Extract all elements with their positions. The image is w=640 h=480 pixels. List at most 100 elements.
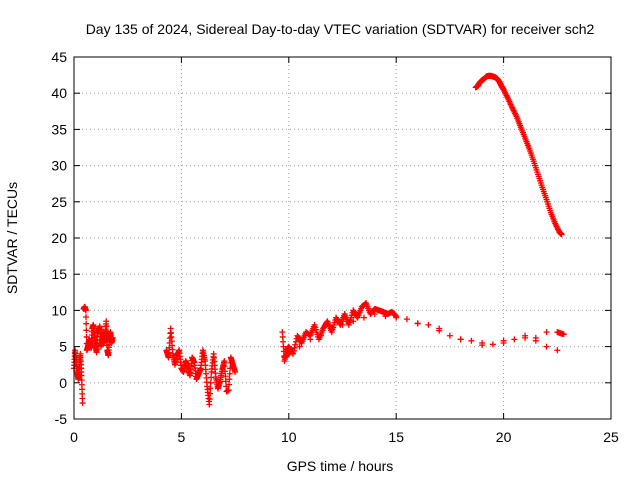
data-point-fill — [208, 374, 215, 381]
data-point-fill — [201, 356, 208, 363]
grid-lines — [74, 57, 611, 419]
data-point — [307, 336, 314, 343]
data-point-fill — [517, 122, 524, 129]
data-point — [339, 321, 346, 328]
data-point-fill — [226, 376, 233, 383]
data-point — [318, 332, 325, 339]
data-point-fill — [169, 346, 176, 353]
data-point — [543, 343, 550, 350]
series-segment-2 — [80, 303, 116, 359]
data-point — [500, 339, 507, 346]
y-tick-label: 15 — [51, 266, 67, 282]
data-point — [468, 337, 475, 344]
y-tick-label: 5 — [59, 339, 67, 355]
plot-frame — [73, 56, 612, 420]
data-point — [457, 336, 464, 343]
data-point — [511, 336, 518, 343]
data-point-fill — [207, 390, 214, 397]
data-point-fill — [512, 111, 519, 118]
data-point — [414, 320, 421, 327]
data-point-fill — [534, 169, 541, 176]
y-tick-label: 0 — [59, 375, 67, 391]
data-point-fill — [521, 133, 528, 140]
data-point-fill — [290, 347, 297, 354]
data-point — [446, 332, 453, 339]
data-point-fill — [292, 338, 299, 345]
x-tick-label: 5 — [178, 429, 186, 445]
data-point — [371, 311, 378, 318]
data-point-fill — [216, 379, 223, 386]
data-point-fill — [529, 156, 536, 163]
data-point-fill — [542, 194, 549, 201]
data-point-fill — [222, 368, 229, 375]
data-point — [425, 321, 432, 328]
data-point-fill — [225, 387, 232, 394]
series-segment-4-lower-trace — [281, 311, 561, 361]
y-tick-label: 45 — [51, 49, 67, 65]
data-point-fill — [83, 320, 90, 327]
data-point-fill — [285, 351, 292, 358]
data-point — [360, 314, 367, 321]
data-point-fill — [222, 378, 229, 385]
y-tick-label: -5 — [55, 411, 68, 427]
data-point — [532, 337, 539, 344]
y-tick-label: 25 — [51, 194, 67, 210]
data-point-fill — [226, 370, 233, 377]
data-point — [554, 347, 561, 354]
series-segment-1 — [71, 347, 86, 407]
series-segment-4 — [279, 300, 567, 365]
data-point-fill — [319, 327, 326, 334]
data-point-fill — [197, 366, 204, 373]
data-point — [479, 342, 486, 349]
data-point-fill — [538, 182, 545, 189]
data-point-fill — [82, 314, 89, 321]
data-point-fill — [212, 370, 219, 377]
data-point — [543, 329, 550, 336]
data-point — [296, 343, 303, 350]
data-points — [71, 72, 567, 408]
data-point-fill — [551, 218, 558, 225]
x-axis-label: GPS time / hours — [287, 458, 394, 474]
data-point-fill — [226, 381, 233, 388]
y-axis-label: SDTVAR / TECUs — [4, 182, 20, 294]
chart-title: Day 135 of 2024, Sidereal Day-to-day VTE… — [86, 21, 595, 37]
data-point-fill — [180, 368, 187, 375]
data-point-fill — [165, 353, 172, 360]
data-point-fill — [559, 330, 566, 337]
data-point-fill — [83, 327, 90, 334]
data-point-fill — [221, 363, 228, 370]
data-point — [328, 325, 335, 332]
data-point-fill — [207, 379, 214, 386]
data-point-fill — [79, 395, 86, 402]
x-tick-label: 25 — [603, 429, 619, 445]
data-point-fill — [221, 359, 228, 366]
x-tick-label: 10 — [281, 429, 297, 445]
data-point-fill — [231, 367, 238, 374]
data-point — [393, 314, 400, 321]
data-point-fill — [78, 368, 85, 375]
data-point-fill — [82, 306, 89, 313]
x-tick-label: 0 — [70, 429, 78, 445]
data-point — [489, 341, 496, 348]
data-point-fill — [190, 358, 197, 365]
data-point-fill — [291, 344, 298, 351]
y-tick-label: 40 — [51, 85, 67, 101]
y-tick-label: 30 — [51, 158, 67, 174]
data-point-fill — [207, 385, 214, 392]
y-tick-label: 10 — [51, 302, 67, 318]
data-point-fill — [109, 335, 116, 342]
data-point-fill — [525, 144, 532, 151]
x-tick-label: 15 — [388, 429, 404, 445]
data-point-fill — [83, 333, 90, 340]
data-point — [436, 325, 443, 332]
y-tick-label: 35 — [51, 121, 67, 137]
series-segment-5 — [472, 72, 565, 238]
data-point-fill — [547, 207, 554, 214]
series-segment-3 — [163, 325, 239, 408]
data-point-fill — [206, 396, 213, 403]
data-point — [522, 334, 529, 341]
data-point — [403, 316, 410, 323]
data-point — [382, 313, 389, 320]
